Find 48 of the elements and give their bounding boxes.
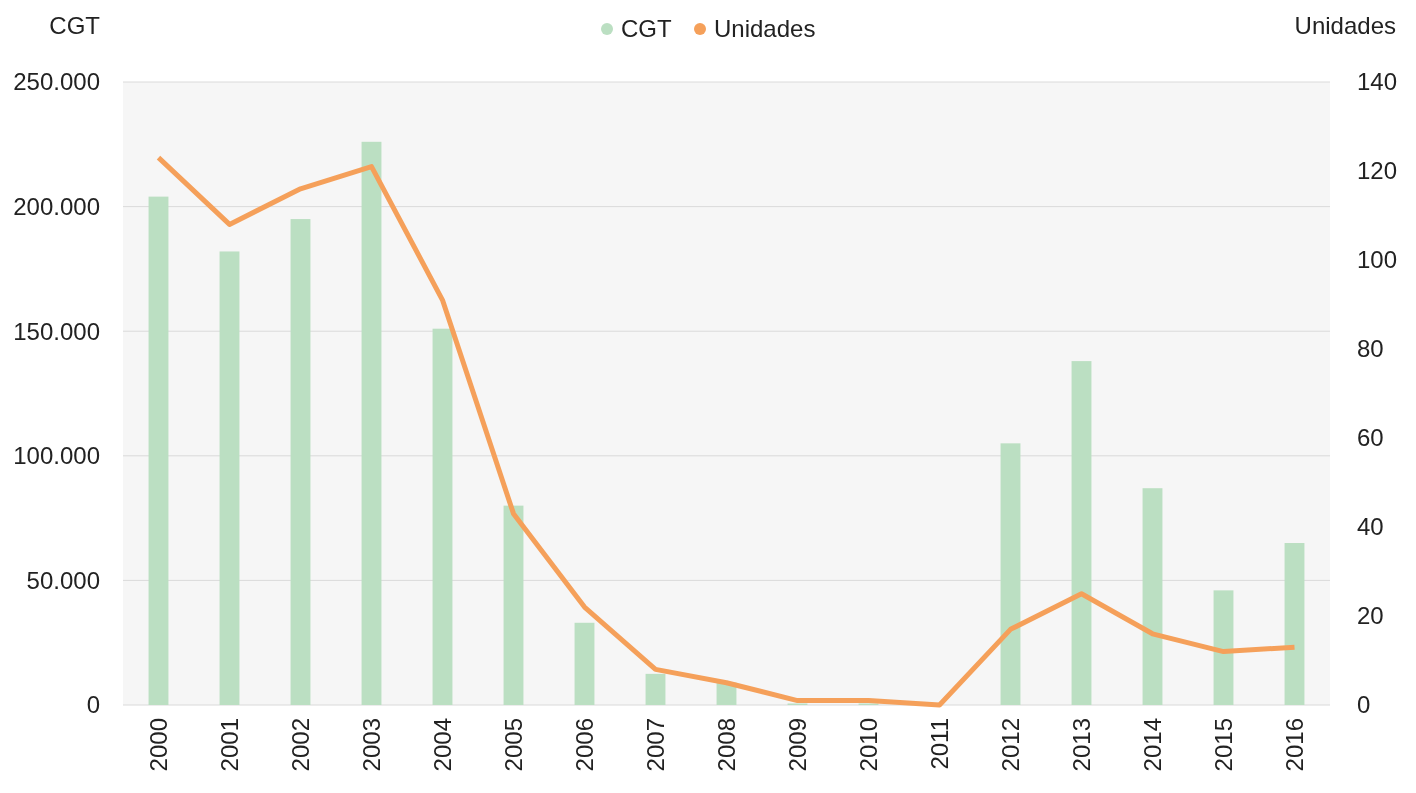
x-tick-label: 2014 — [1138, 718, 1166, 772]
x-tick-label: 2000 — [144, 718, 172, 772]
x-tick-label: 2003 — [357, 718, 385, 772]
y2-tick-label: 80 — [1357, 335, 1384, 363]
x-tick-label: 2016 — [1280, 718, 1308, 772]
x-tick-label: 2009 — [783, 718, 811, 772]
x-tick-label: 2015 — [1209, 718, 1237, 772]
x-tick-label: 2004 — [428, 718, 456, 772]
x-tick-label: 2011 — [925, 718, 953, 770]
y-tick-label: 0 — [86, 691, 100, 719]
bar — [574, 622, 595, 705]
x-tick-label: 2007 — [641, 718, 669, 772]
y2-tick-label: 140 — [1357, 68, 1398, 96]
y-tick-label: 200.000 — [13, 193, 100, 220]
x-tick-label: 2002 — [286, 718, 314, 772]
y2-tick-label: 100 — [1357, 246, 1398, 274]
bar — [361, 141, 382, 705]
bar — [1213, 590, 1234, 705]
y2-tick-label: 120 — [1357, 157, 1398, 185]
y-tick-label: 100.000 — [13, 442, 100, 470]
x-tick-label: 2012 — [996, 718, 1024, 772]
legend-label: Unidades — [714, 15, 816, 43]
bar — [1142, 488, 1163, 705]
bar — [219, 251, 240, 705]
bar — [645, 673, 666, 705]
x-tick-label: 2013 — [1067, 718, 1095, 772]
y2-tick-label: 60 — [1357, 424, 1384, 452]
bar — [503, 505, 524, 705]
bar — [432, 328, 453, 705]
legend-label: CGT — [621, 15, 672, 43]
x-tick-label: 2001 — [215, 718, 243, 772]
x-tick-label: 2010 — [854, 718, 882, 772]
bar — [1071, 361, 1092, 705]
x-tick-label: 2005 — [499, 718, 527, 772]
x-tick-label: 2006 — [570, 718, 598, 772]
y2-axis-title: Unidades — [1294, 12, 1396, 39]
y2-tick-label: 40 — [1357, 513, 1384, 541]
y2-tick-label: 20 — [1357, 602, 1384, 630]
bar — [1284, 543, 1305, 705]
y2-tick-label: 0 — [1357, 691, 1371, 719]
y-axis-title: CGT — [49, 12, 101, 39]
x-tick-label: 2008 — [712, 718, 740, 772]
y-tick-label: 50.000 — [26, 566, 100, 594]
y-tick-label: 150.000 — [13, 317, 100, 345]
bar — [290, 219, 311, 705]
bar — [1000, 443, 1021, 705]
bar — [148, 196, 169, 705]
y-tick-label: 250.000 — [13, 68, 100, 96]
